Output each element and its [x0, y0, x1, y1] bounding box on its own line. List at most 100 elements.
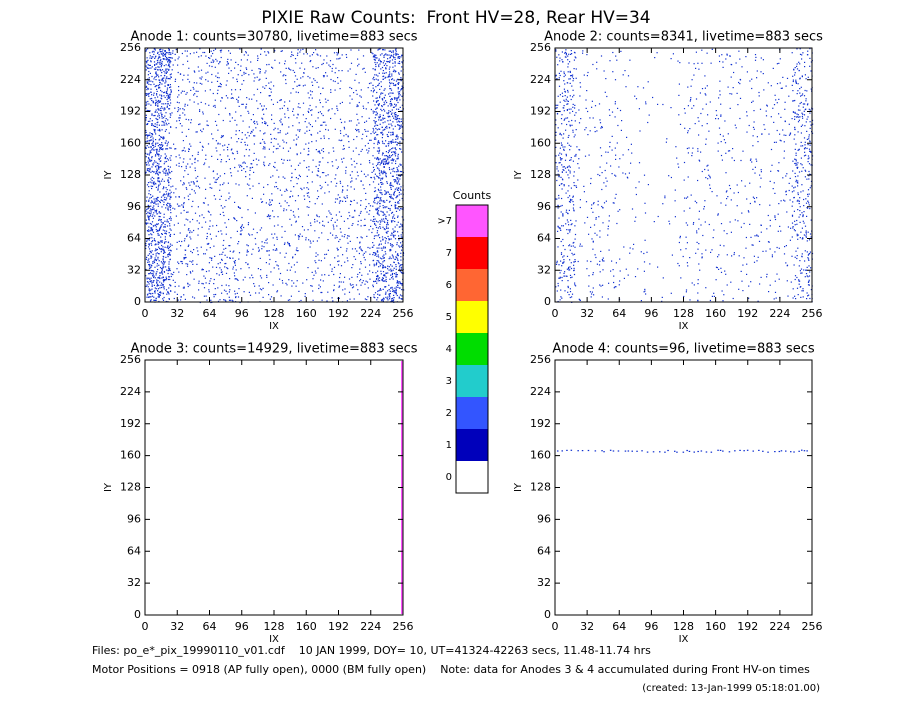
- pixel-dot: [717, 214, 719, 216]
- pixel-dot: [318, 164, 320, 166]
- pixel-dot: [150, 171, 152, 173]
- pixel-dot: [177, 71, 179, 74]
- pixel-dot: [156, 151, 158, 153]
- pixel-dot: [231, 148, 233, 150]
- pixel-dot: [592, 287, 594, 289]
- pixel-dot: [234, 290, 236, 292]
- pixel-dot: [398, 57, 401, 59]
- pixel-dot: [180, 296, 182, 298]
- pixel-dot: [155, 203, 157, 205]
- pixel-dot: [188, 81, 191, 83]
- pixel-dot: [148, 154, 150, 156]
- pixel-dot: [748, 285, 750, 287]
- pixel-dot: [277, 188, 279, 190]
- pixel-dot: [145, 258, 147, 260]
- pixel-dot: [616, 59, 618, 61]
- pixel-dot: [299, 67, 301, 69]
- pixel-dot: [607, 151, 609, 153]
- pixel-dot: [152, 292, 154, 295]
- pixel-dot: [196, 51, 198, 53]
- pixel-dot: [238, 96, 240, 98]
- pixel-dot: [147, 67, 149, 69]
- pixel-dot: [394, 153, 396, 155]
- pixel-dot: [308, 153, 310, 156]
- pixel-dot: [311, 285, 313, 287]
- pixel-dot: [268, 95, 270, 97]
- pixel-dot: [328, 191, 330, 193]
- pixel-dot: [163, 296, 165, 299]
- pixel-dot: [168, 68, 170, 70]
- pixel-dot: [398, 56, 400, 58]
- pixel-dot: [150, 205, 152, 207]
- pixel-dot: [297, 114, 299, 116]
- pixel-dot: [187, 173, 189, 175]
- pixel-dot: [393, 192, 395, 194]
- pixel-dot: [370, 90, 372, 92]
- pixel-dot: [165, 187, 167, 189]
- pixel-dot: [187, 104, 189, 106]
- pixel-dot: [394, 181, 396, 183]
- pixel-dot: [805, 78, 807, 80]
- pixel-dot: [645, 101, 647, 103]
- pixel-dot: [219, 175, 221, 177]
- pixel-dot: [169, 57, 171, 59]
- pixel-dot: [322, 114, 324, 117]
- pixel-dot: [611, 135, 613, 137]
- pixel-dot: [227, 268, 229, 270]
- pixel-dot: [376, 150, 379, 152]
- pixel-dot: [400, 164, 402, 166]
- pixel-dot: [360, 163, 362, 165]
- pixel-dot: [225, 84, 227, 86]
- pixel-dot: [572, 103, 574, 105]
- pixel-dot: [388, 161, 390, 163]
- pixel-dot: [356, 171, 358, 173]
- pixel-dot: [382, 129, 384, 131]
- pixel-dot: [243, 73, 245, 75]
- pixel-dot: [190, 181, 192, 183]
- pixel-dot: [300, 187, 302, 189]
- pixel-dot: [608, 220, 610, 222]
- pixel-dot: [182, 79, 184, 81]
- pixel-dot: [148, 64, 150, 66]
- pixel-dot: [384, 193, 386, 195]
- pixel-dot: [391, 265, 393, 267]
- pixel-dot: [233, 217, 235, 219]
- y-axis-label: IY: [103, 170, 114, 180]
- pixel-dot: [179, 157, 181, 159]
- pixel-dot: [151, 123, 153, 125]
- pixel-dot: [561, 158, 563, 160]
- pixel-dot: [792, 75, 794, 77]
- pixel-dot: [189, 232, 191, 234]
- pixel-dot: [708, 223, 710, 226]
- pixel-dot: [261, 289, 263, 291]
- pixel-dot: [222, 211, 224, 213]
- pixel-dot: [732, 297, 734, 300]
- pixel-dot: [306, 126, 308, 128]
- pixel-dot: [388, 238, 390, 240]
- pixel-dot: [395, 116, 397, 118]
- pixel-dot: [731, 93, 733, 95]
- pixel-dot: [395, 138, 397, 140]
- pixel-dot: [377, 210, 380, 212]
- pixel-dot: [269, 201, 271, 203]
- pixel-dot: [600, 155, 603, 157]
- pixel-dot: [166, 205, 168, 207]
- pixel-dot: [170, 273, 172, 275]
- pixel-dot: [392, 131, 394, 134]
- pixel-dot: [384, 221, 386, 223]
- pixel-dot: [392, 154, 394, 156]
- pixel-dot: [311, 91, 313, 93]
- pixel-dot: [358, 214, 360, 217]
- pixel-dot: [378, 150, 380, 153]
- pixel-dot: [382, 261, 384, 263]
- pixel-dot: [390, 103, 393, 105]
- pixel-dot: [372, 110, 374, 112]
- pixel-dot: [157, 200, 159, 202]
- pixel-dot: [339, 180, 341, 182]
- pixel-dot: [398, 281, 400, 283]
- pixel-dot: [390, 287, 392, 289]
- pixel-dot: [156, 196, 158, 199]
- pixel-dot: [256, 100, 258, 102]
- pixel-dot: [385, 193, 387, 195]
- pixel-dot: [164, 232, 166, 234]
